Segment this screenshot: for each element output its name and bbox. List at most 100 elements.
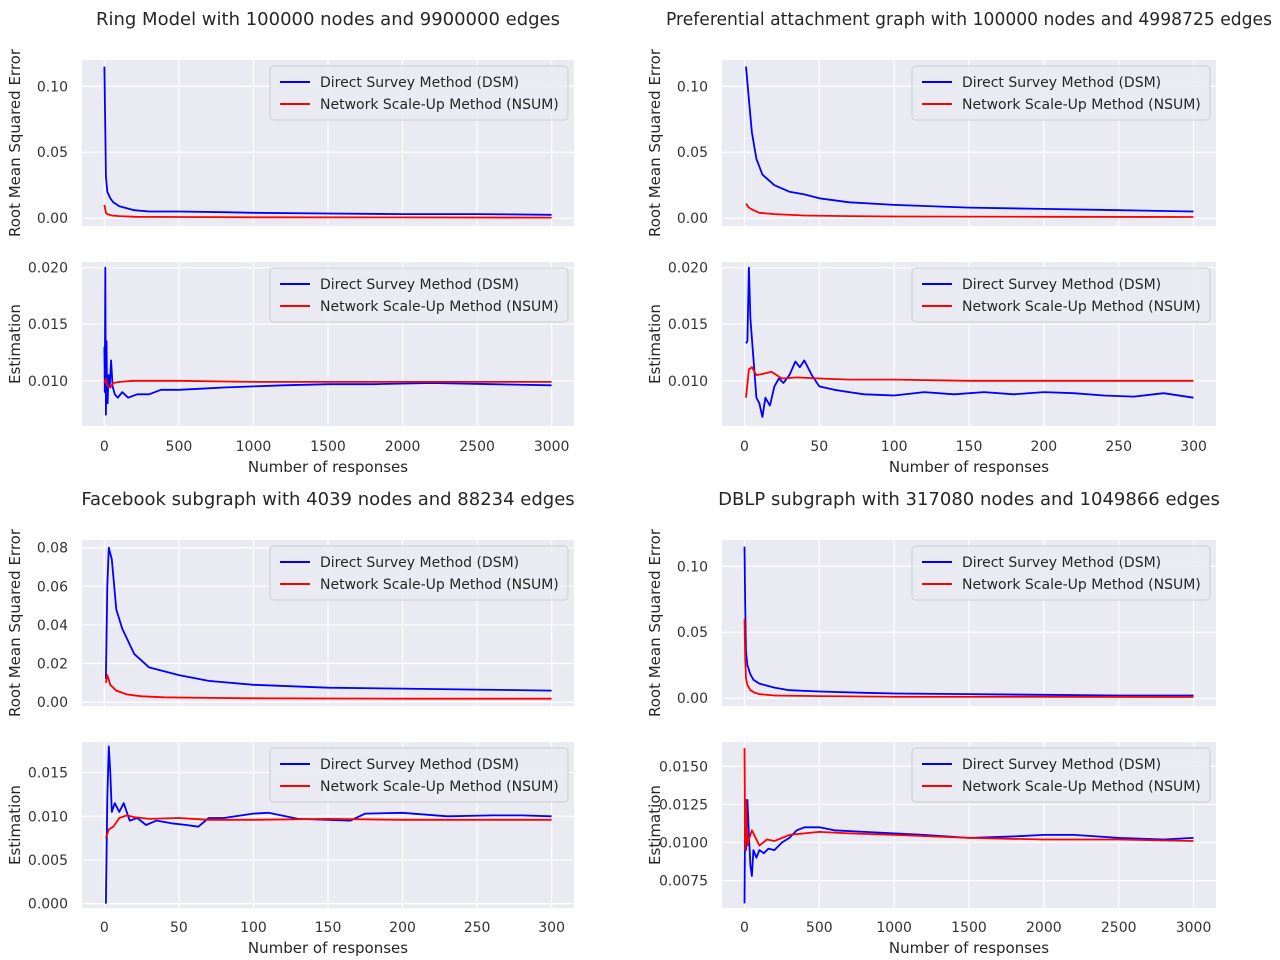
legend-label-dsm: Direct Survey Method (DSM)	[962, 757, 1161, 773]
y-tick-label: 0.10	[677, 79, 708, 95]
legend: Direct Survey Method (DSM) Network Scale-…	[269, 65, 569, 121]
y-tick-label: 0.05	[677, 145, 708, 161]
legend-label-nsum: Network Scale-Up Method (NSUM)	[320, 779, 559, 795]
legend: Direct Survey Method (DSM) Network Scale-…	[269, 267, 569, 323]
x-tick-label: 250	[1105, 439, 1132, 455]
nsum-series-line	[743, 748, 1194, 851]
dsm-series-line	[743, 546, 1194, 697]
y-axis-label: Estimation	[646, 785, 664, 865]
dsm-series-line	[743, 799, 1194, 904]
x-tick-label: 50	[170, 920, 188, 936]
x-tick-label: 2500	[1101, 920, 1137, 936]
x-tick-label: 2500	[459, 439, 495, 455]
subplot-1: Ring Model with 100000 nodes and 9900000…	[6, 9, 574, 476]
y-axis-label: Root Mean Squared Error	[6, 528, 24, 717]
x-tick-label: 200	[389, 920, 416, 936]
y-tick-label: 0.05	[677, 625, 708, 641]
y-tick-label: 0.04	[37, 618, 68, 634]
y-tick-label: 0.010	[28, 374, 68, 390]
rmse-panel: 0.00 0.05 0.10 Root Mean Squared Error Direc…	[6, 48, 574, 237]
y-tick-label: 0.02	[37, 657, 68, 673]
rmse-panel: 0.00 0.05 0.10 Root Mean Squared Error Direc…	[646, 48, 1216, 237]
x-tick-label: 200	[1030, 439, 1057, 455]
dsm-series-line	[103, 266, 552, 416]
nsum-series-line	[103, 377, 552, 389]
estimation-panel: 0.010 0.015 0.020 Estimation Direct Survey M…	[646, 261, 1216, 426]
y-tick-label: 0.0075	[659, 874, 708, 890]
estimation-panel: 0.010 0.015 0.020 Estimation Direct Survey M…	[6, 261, 574, 426]
subplot-title: Preferential attachment graph with 10000…	[666, 9, 1272, 30]
subplot-title: Facebook subgraph with 4039 nodes and 88…	[81, 489, 574, 510]
y-tick-label: 0.06	[37, 579, 68, 595]
legend-box	[911, 545, 1211, 601]
legend-box	[269, 747, 569, 803]
dsm-series-line	[105, 745, 552, 904]
subplot-title: Ring Model with 100000 nodes and 9900000…	[96, 9, 560, 30]
subplot-4: DBLP subgraph with 317080 nodes and 1049…	[646, 489, 1220, 957]
x-axis-label: Number of responses	[248, 939, 408, 957]
x-tick-label: 500	[166, 439, 193, 455]
legend-box	[269, 65, 569, 121]
x-tick-label: 0	[740, 920, 749, 936]
x-tick-label: 150	[315, 920, 342, 936]
legend-label-dsm: Direct Survey Method (DSM)	[962, 555, 1161, 571]
legend-label-nsum: Network Scale-Up Method (NSUM)	[962, 299, 1201, 315]
y-tick-label: 0.0100	[659, 836, 708, 852]
y-axis-label: Estimation	[6, 785, 24, 865]
y-tick-label: 0.015	[668, 317, 708, 333]
x-tick-label: 300	[1180, 439, 1207, 455]
legend-box	[911, 267, 1211, 323]
legend: Direct Survey Method (DSM) Network Scale-…	[269, 747, 569, 803]
y-tick-label: 0.010	[28, 809, 68, 825]
y-axis-label: Root Mean Squared Error	[646, 528, 664, 717]
y-tick-label: 0.020	[28, 261, 68, 277]
legend: Direct Survey Method (DSM) Network Scale-…	[911, 545, 1211, 601]
x-axis-label: Number of responses	[889, 458, 1049, 476]
nsum-series-line	[743, 618, 1194, 698]
y-tick-label: 0.0150	[659, 759, 708, 775]
legend-box	[911, 65, 1211, 121]
x-tick-label: 0	[100, 439, 109, 455]
y-tick-label: 0.08	[37, 541, 68, 557]
nsum-series-line	[103, 204, 552, 219]
legend-label-dsm: Direct Survey Method (DSM)	[962, 75, 1161, 91]
legend-label-nsum: Network Scale-Up Method (NSUM)	[962, 577, 1201, 593]
x-tick-label: 100	[240, 920, 267, 936]
y-tick-label: 0.000	[28, 897, 68, 913]
legend-label-nsum: Network Scale-Up Method (NSUM)	[320, 97, 559, 113]
y-tick-label: 0.05	[37, 145, 68, 161]
legend-box	[911, 747, 1211, 803]
dsm-series-line	[745, 266, 1194, 418]
x-tick-label: 3000	[1176, 920, 1212, 936]
y-tick-label: 0.00	[37, 695, 68, 711]
x-tick-label: 1500	[310, 439, 346, 455]
x-axis-label: Number of responses	[248, 458, 408, 476]
x-tick-label: 3000	[534, 439, 570, 455]
legend-label-dsm: Direct Survey Method (DSM)	[320, 75, 519, 91]
rmse-panel: 0.00 0.02 0.04 0.06 0.08 Root Mean Squared Er…	[6, 528, 574, 717]
legend-label-nsum: Network Scale-Up Method (NSUM)	[320, 299, 559, 315]
dsm-series-line	[105, 546, 552, 692]
y-tick-label: 0.005	[28, 853, 68, 869]
legend-label-dsm: Direct Survey Method (DSM)	[320, 757, 519, 773]
y-tick-label: 0.00	[677, 211, 708, 227]
x-tick-label: 150	[956, 439, 983, 455]
y-tick-label: 0.00	[37, 211, 68, 227]
y-axis-label: Estimation	[6, 304, 24, 384]
rmse-panel: 0.00 0.05 0.10 Root Mean Squared Error Direc…	[646, 528, 1216, 717]
y-tick-label: 0.015	[28, 317, 68, 333]
nsum-series-line	[105, 814, 552, 839]
subplot-2: Preferential attachment graph with 10000…	[646, 9, 1272, 476]
y-axis-label: Estimation	[646, 304, 664, 384]
y-tick-label: 0.020	[668, 261, 708, 277]
x-tick-label: 250	[464, 920, 491, 936]
legend: Direct Survey Method (DSM) Network Scale-…	[269, 545, 569, 601]
y-tick-label: 0.00	[677, 691, 708, 707]
dsm-series-line	[103, 66, 552, 216]
y-tick-label: 0.10	[677, 559, 708, 575]
legend-label-dsm: Direct Survey Method (DSM)	[320, 277, 519, 293]
y-tick-label: 0.10	[37, 79, 68, 95]
legend-label-dsm: Direct Survey Method (DSM)	[320, 555, 519, 571]
